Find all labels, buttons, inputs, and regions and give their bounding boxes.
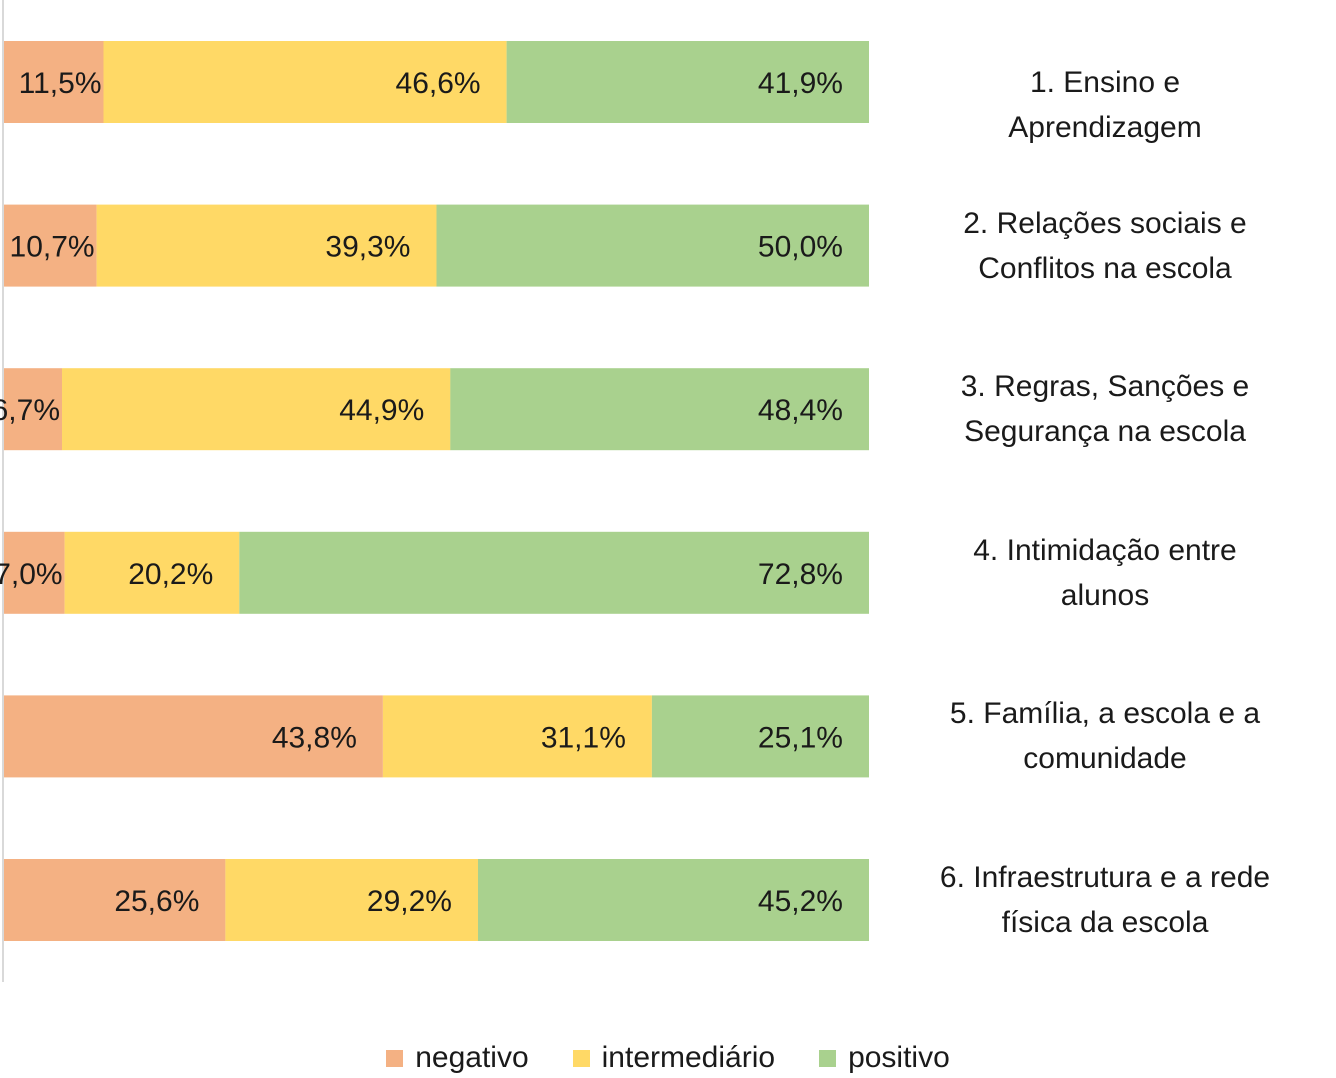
data-label-positivo-6: 45,2%: [758, 885, 843, 918]
bar-segment-negativo-1: [4, 41, 104, 123]
bar-segment-intermediario-1: [103, 41, 507, 123]
data-label-negativo-5: 43,8%: [272, 721, 357, 754]
bar-segment-intermediario-6: [225, 859, 478, 941]
data-label-negativo-1: 11,5%: [19, 67, 102, 100]
data-label-positivo-5: 25,1%: [758, 721, 843, 754]
data-label-intermediario-4: 20,2%: [128, 558, 213, 591]
bar-segment-positivo-3: [450, 368, 869, 451]
bar-segment-positivo-1: [506, 41, 869, 123]
bar-segment-intermediario-4: [64, 531, 240, 614]
y-axis-line: [2, 0, 4, 982]
bar-segment-negativo-6: [4, 859, 226, 941]
data-label-negativo-4: 7,0%: [0, 558, 63, 591]
bar-segment-negativo-4: [4, 531, 65, 614]
category-label-1: 1. Ensino e Aprendizagem: [1008, 65, 1202, 144]
category-label-5: 5. Família, a escola e a comunidade: [949, 697, 1261, 776]
category-label-6: 6. Infraestrutura e a rede física da esc…: [939, 861, 1271, 939]
legend-item-intermediario: intermediário: [572, 1041, 776, 1075]
data-label-negativo-6: 25,6%: [114, 885, 199, 918]
data-label-positivo-1: 41,9%: [758, 67, 843, 100]
bar-segment-negativo-5: [4, 695, 383, 778]
legend-swatch-negativo: [386, 1049, 404, 1067]
data-label-intermediario-6: 29,2%: [367, 885, 452, 918]
data-label-intermediario-3: 44,9%: [339, 394, 424, 427]
bar-segment-negativo-2: [4, 204, 97, 287]
category-label-4: 4. Intimidação entre alunos: [973, 533, 1237, 612]
legend: negativo intermediário positivo: [0, 1038, 1336, 1078]
data-label-negativo-3: 6,7%: [0, 394, 60, 427]
legend-label-negativo: negativo: [415, 1041, 529, 1074]
data-label-intermediario-2: 39,3%: [325, 231, 410, 264]
data-label-intermediario-5: 31,1%: [541, 721, 626, 754]
bar-segment-positivo-6: [478, 859, 869, 941]
data-label-positivo-3: 48,4%: [758, 394, 843, 427]
legend-swatch-intermediario: [572, 1049, 590, 1067]
bar-segment-positivo-2: [436, 204, 869, 287]
bar-segment-negativo-3: [4, 368, 62, 451]
legend-swatch-positivo: [819, 1049, 837, 1067]
legend-label-positivo: positivo: [848, 1041, 950, 1074]
data-label-positivo-4: 72,8%: [758, 558, 843, 591]
bar-segment-positivo-4: [239, 531, 870, 614]
category-label-3: 3. Regras, Sanções e Segurança na escola: [960, 370, 1250, 449]
bar-segment-intermediario-2: [96, 204, 437, 287]
bar-segment-intermediario-5: [382, 695, 652, 778]
stacked-bar-chart: 11,5% 46,6% 41,9% 10,7% 39,3% 50,0% 6,7% 44,9% 4…: [0, 41, 870, 941]
legend-item-positivo: positivo: [819, 1041, 950, 1075]
legend-label-intermediario: intermediário: [601, 1041, 776, 1074]
bar-segment-intermediario-3: [62, 368, 451, 451]
data-label-negativo-2: 10,7%: [10, 231, 95, 264]
data-label-intermediario-1: 46,6%: [396, 67, 481, 100]
legend-item-negativo: negativo: [386, 1041, 529, 1075]
category-label-2: 2. Relações sociais e Conflitos na escol…: [963, 206, 1247, 285]
bar-segment-positivo-5: [651, 695, 869, 778]
data-label-positivo-2: 50,0%: [758, 231, 843, 264]
